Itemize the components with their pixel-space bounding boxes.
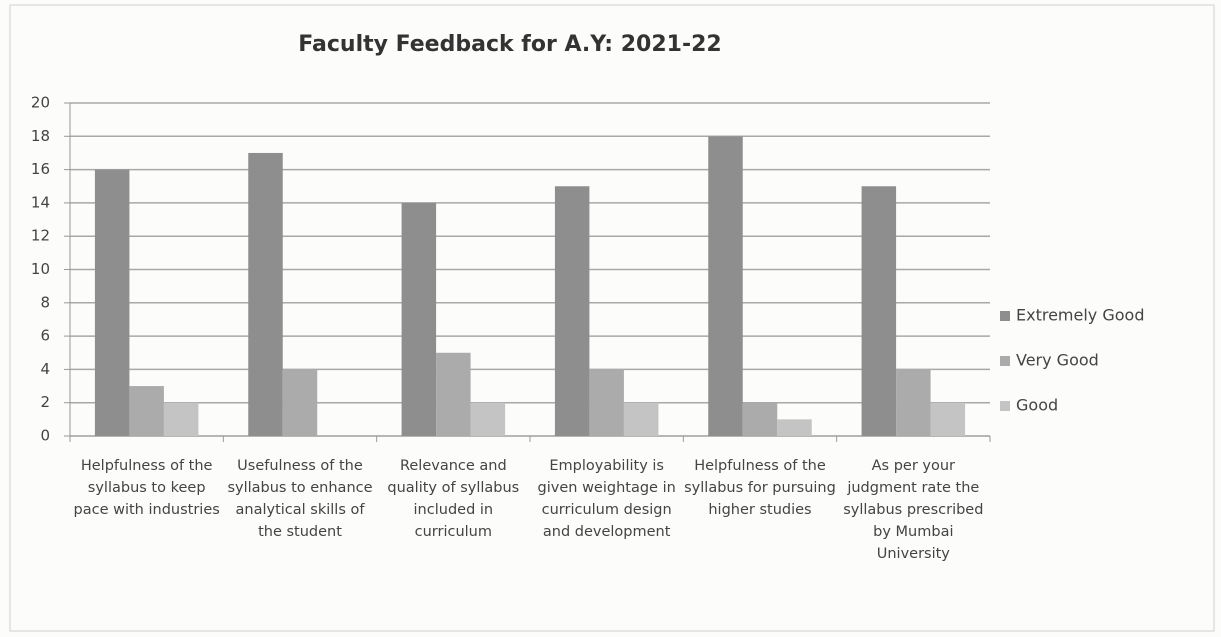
y-tick-label: 16 (31, 160, 50, 178)
x-tick-label: Helpfulness of the syllabus for pursuing… (684, 458, 836, 518)
bar (742, 402, 778, 436)
y-tick-label: 18 (31, 127, 50, 145)
y-tick-label: 4 (40, 360, 50, 378)
x-tick-label: As per your judgment rate the syllabus p… (843, 458, 984, 562)
y-tick-label: 12 (31, 227, 50, 245)
chart-title: Faculty Feedback for A.Y: 2021-22 (298, 32, 721, 57)
y-tick-label: 0 (40, 427, 50, 445)
bar (94, 169, 130, 436)
bar (436, 352, 471, 436)
bar (282, 369, 318, 436)
bar (129, 386, 164, 436)
legend-label: Good (1016, 396, 1058, 415)
y-tick-label: 20 (31, 94, 50, 112)
bar (708, 136, 743, 437)
legend-swatch (1000, 311, 1010, 321)
bar (861, 186, 897, 436)
bar (470, 402, 506, 436)
chart-frame (9, 4, 1215, 632)
bar (930, 402, 966, 436)
legend-swatch (1000, 356, 1010, 366)
x-tick-label: Relevance and quality of syllabus includ… (387, 458, 520, 540)
x-tick-label: Helpfulness of the syllabus to keep pace… (73, 458, 220, 518)
bar (589, 369, 624, 436)
y-tick-label: 2 (40, 393, 50, 411)
y-tick-label: 6 (40, 327, 50, 345)
bar (401, 202, 437, 436)
bar (554, 186, 590, 436)
bar (896, 369, 931, 436)
x-tick-label: Employability is given weightage in curr… (537, 458, 676, 540)
bar (248, 152, 283, 436)
bar (623, 402, 659, 436)
legend-swatch (1000, 401, 1010, 411)
bar (777, 419, 812, 436)
y-tick-label: 8 (40, 293, 50, 311)
legend-label: Extremely Good (1016, 306, 1144, 325)
bar (163, 402, 199, 436)
x-tick-label: Usefulness of the syllabus to enhance an… (227, 458, 373, 540)
legend-label: Very Good (1016, 351, 1099, 370)
y-tick-label: 14 (31, 193, 50, 211)
y-tick-label: 10 (31, 260, 50, 278)
